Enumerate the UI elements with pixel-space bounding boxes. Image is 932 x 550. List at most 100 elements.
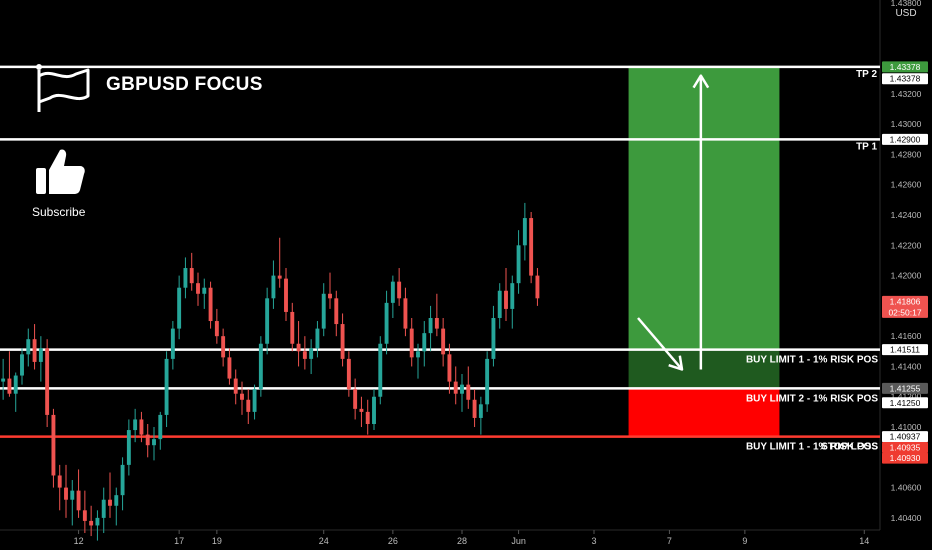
y-tick-label: 1.41400	[891, 361, 922, 371]
candle-body	[1, 378, 6, 382]
y-tick-label: 1.43000	[891, 119, 922, 129]
level-label-stop: STOP LOSS	[821, 442, 878, 453]
level-label: TP 1	[856, 141, 877, 152]
candle-body	[221, 336, 226, 358]
candle-body	[346, 358, 351, 390]
candle-body	[290, 311, 295, 344]
candle-body	[441, 328, 446, 355]
candle-body	[365, 411, 370, 424]
y-tick-label: 1.40400	[891, 513, 922, 523]
price-tag	[882, 382, 928, 394]
x-tick-label: 9	[742, 536, 747, 546]
x-tick-label: 14	[859, 536, 869, 546]
candle-body	[315, 328, 320, 349]
x-tick-label: 17	[174, 536, 184, 546]
candle-body	[101, 499, 106, 518]
candle-body	[466, 384, 471, 400]
candle-body	[227, 357, 232, 379]
candle-body	[13, 375, 18, 394]
candle-body	[397, 281, 402, 299]
flag-icon	[36, 64, 90, 112]
candle-body	[64, 487, 68, 500]
candle-body	[516, 245, 521, 284]
entry-zone	[628, 349, 780, 389]
candle-body	[76, 490, 81, 511]
candle-body	[340, 324, 345, 359]
candle-body	[334, 298, 339, 325]
price-tag	[882, 61, 928, 73]
level-label: TP 2	[856, 69, 877, 80]
candle-body	[384, 302, 389, 344]
price-tag-label: 1.41255	[890, 383, 921, 393]
candle-body	[403, 298, 408, 329]
arrow-head	[668, 355, 684, 371]
y-tick-label: 1.40600	[891, 483, 922, 493]
candle-body	[164, 358, 169, 415]
arrow-head	[692, 74, 710, 89]
x-tick-label: 7	[667, 536, 672, 546]
y-tick-label: 1.42600	[891, 180, 922, 190]
candle-body	[26, 339, 31, 355]
candle-body	[296, 343, 301, 352]
price-tag-label: 1.40930	[890, 453, 921, 463]
candle-body	[233, 378, 238, 394]
candle-body	[108, 499, 112, 506]
price-tag	[882, 73, 928, 85]
price-tag-label: 1.40935	[890, 442, 921, 452]
price-tag-label: 1.42900	[890, 134, 921, 144]
candle-body	[428, 318, 433, 334]
price-tag-label: 1.41806	[890, 296, 921, 306]
price-tag-label: 1.43378	[890, 74, 921, 84]
candle-body	[497, 290, 502, 318]
candle-body	[183, 268, 188, 288]
thumbs-up-icon[interactable]	[34, 146, 86, 198]
candle-body	[70, 490, 75, 500]
candle-body	[409, 328, 414, 358]
subscribe-label[interactable]: Subscribe	[32, 205, 86, 219]
price-tag	[882, 431, 928, 443]
candle-body	[20, 354, 24, 376]
x-tick-label: 24	[319, 536, 329, 546]
y-tick-label: 1.41200	[891, 392, 922, 402]
level-label: BUY LIMIT 1 - 1% RISK POS	[746, 442, 878, 453]
y-tick-label: 1.41600	[891, 331, 922, 341]
candle-body	[240, 393, 244, 400]
x-tick-label: 19	[212, 536, 222, 546]
level-label: BUY LIMIT 2 - 1% RISK POS	[746, 393, 878, 404]
candle-body	[152, 439, 156, 446]
price-tag	[882, 397, 928, 409]
candle-body	[114, 495, 119, 506]
candle-body	[284, 278, 288, 312]
candle-body	[309, 348, 314, 359]
candle-body	[447, 354, 452, 382]
candle-body	[202, 287, 207, 294]
candle-body	[158, 414, 163, 440]
trend-arrow	[637, 317, 683, 371]
candle-body	[472, 399, 477, 418]
candle-body	[95, 517, 100, 526]
candle-body	[258, 343, 263, 390]
candle-body	[453, 381, 458, 394]
y-tick-label: 1.42800	[891, 149, 922, 159]
candle-body	[208, 287, 213, 322]
brand-title: GBPUSD FOCUS	[106, 74, 263, 95]
candle-body	[529, 218, 534, 276]
candle-body	[359, 408, 364, 412]
price-tag-label: 1.40937	[890, 432, 921, 442]
x-tick-label: 26	[388, 536, 398, 546]
candle-body	[246, 399, 251, 412]
price-tag-label: 1.41511	[890, 345, 920, 355]
price-tag-countdown: 02:50:17	[888, 307, 921, 317]
currency-label: USD	[895, 8, 916, 19]
candle-body	[89, 520, 94, 526]
y-tick-label: 1.42400	[891, 210, 922, 220]
stop-loss-zone	[628, 388, 780, 437]
candle-body	[120, 464, 125, 496]
candle-body	[252, 389, 257, 412]
candle-body	[271, 275, 276, 299]
price-tag	[882, 133, 928, 145]
candle-body	[265, 298, 270, 344]
candle-body	[38, 348, 43, 362]
candle-body	[32, 339, 37, 362]
